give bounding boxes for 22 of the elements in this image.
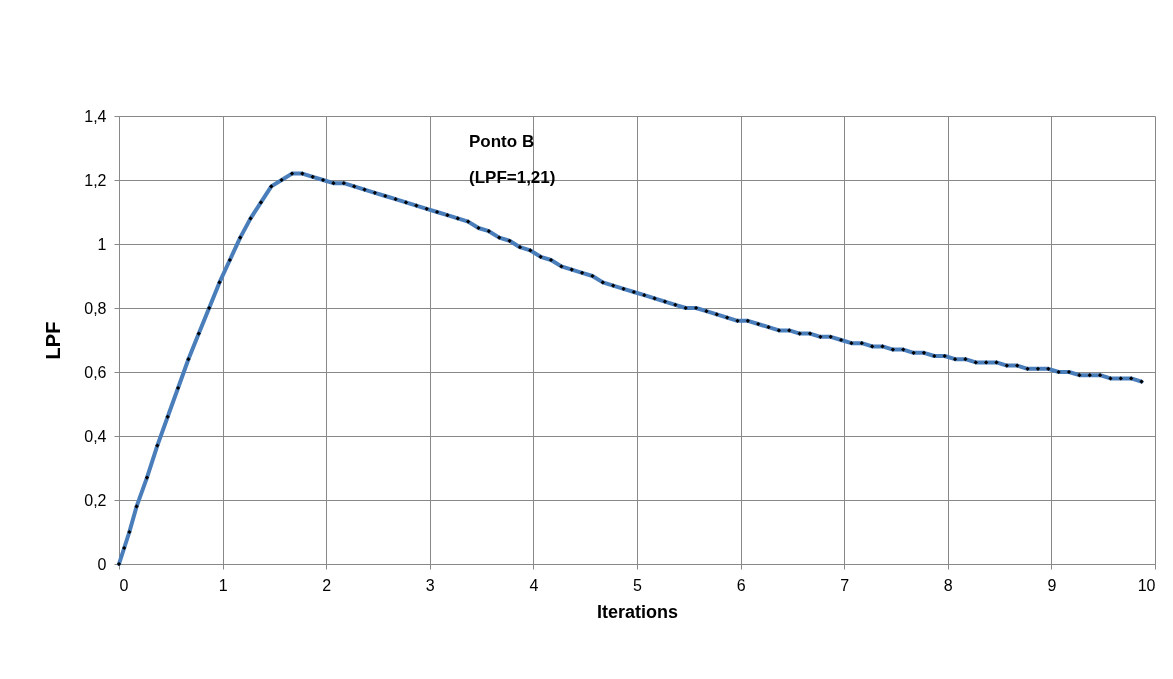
y-tick-label: 1,4	[84, 107, 107, 125]
x-tick-label: 9	[1047, 576, 1057, 594]
x-tick-label: 2	[322, 576, 332, 594]
x-tick-label: 8	[943, 576, 953, 594]
y-tick-label: 0,6	[84, 363, 107, 381]
x-tick-label: 5	[633, 576, 643, 594]
x-tick-label: 3	[425, 576, 435, 594]
x-axis-title: Iterations	[596, 601, 679, 622]
y-tick-label: 0,8	[84, 299, 107, 317]
annotation: Ponto B (LPF=1,21)	[469, 132, 556, 187]
x-tick-label: 4	[529, 576, 539, 594]
y-tick-label: 0	[97, 555, 107, 573]
y-tick-label: 0,4	[84, 427, 107, 445]
y-tick-label: 0,2	[84, 491, 107, 509]
y-tick-label: 1,2	[84, 171, 107, 189]
y-axis-title: LPF	[42, 321, 65, 360]
x-tick-label: 1	[218, 576, 228, 594]
y-tick-label: 1	[97, 235, 107, 253]
x-tick-label: 0	[119, 576, 129, 594]
x-tick-label: 7	[840, 576, 850, 594]
x-tick-label: 10	[1137, 576, 1156, 594]
x-tick-label: 6	[736, 576, 746, 594]
